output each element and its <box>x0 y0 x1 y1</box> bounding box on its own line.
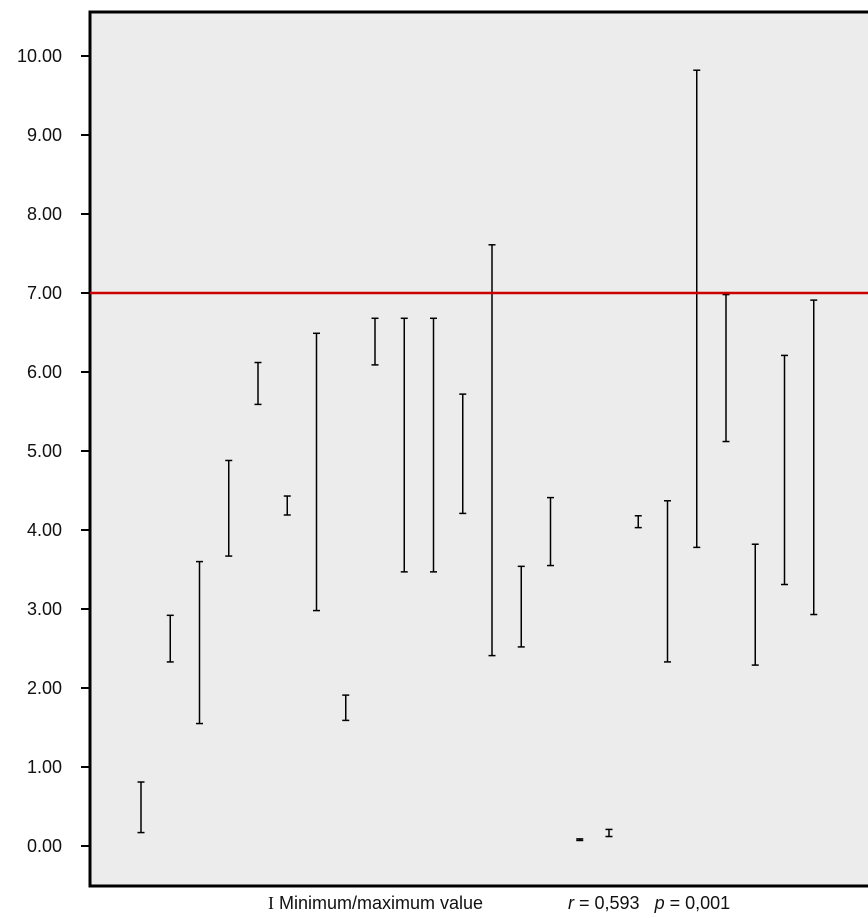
y-tick-label: 4.00 <box>27 520 62 540</box>
y-tick-label: 9.00 <box>27 125 62 145</box>
range-bar <box>693 69 701 549</box>
y-tick-label: 5.00 <box>27 441 62 461</box>
range-bar <box>283 495 291 516</box>
range-bar <box>781 354 788 586</box>
range-bar <box>166 614 174 663</box>
p-value: = 0,001 <box>669 893 731 913</box>
range-chart: 0.00 1.00 2.00 3.00 4.00 5.00 6.00 7.00 8.00 9.00… <box>17 10 868 888</box>
range-bar <box>810 299 818 616</box>
legend-text: Minimum/maximum value <box>279 893 484 913</box>
y-tick-label: 6.00 <box>27 362 62 382</box>
range-bar <box>254 361 262 406</box>
r-value: = 0,593 <box>579 893 640 913</box>
range-bar <box>342 694 350 722</box>
y-axis: 0.00 1.00 2.00 3.00 4.00 5.00 6.00 7.00 8.00 9.00… <box>17 46 90 856</box>
range-bar <box>576 838 584 842</box>
y-tick-label: 8.00 <box>27 204 62 224</box>
range-bar <box>664 500 671 663</box>
range-bar <box>488 244 496 657</box>
range-bar <box>137 781 145 834</box>
range-bar <box>371 317 379 366</box>
range-bar <box>751 543 759 666</box>
range-bar <box>430 317 437 573</box>
legend: I Minimum/maximum value <box>268 893 483 914</box>
range-bar <box>547 496 554 567</box>
y-tick-label: 0.00 <box>27 836 62 856</box>
correlation-stats: r = 0,593 p = 0,001 <box>568 893 730 914</box>
y-tick-label: 7.00 <box>27 283 62 303</box>
chart-caption: I Minimum/maximum value r = 0,593 p = 0,… <box>0 893 868 915</box>
range-bar <box>722 293 730 443</box>
y-tick-label: 2.00 <box>27 678 62 698</box>
range-bar <box>605 828 613 838</box>
y-tick-label: 3.00 <box>27 599 62 619</box>
y-tick-label: 10.00 <box>17 46 62 66</box>
r-label: r <box>568 893 574 913</box>
legend-symbol: I <box>268 893 274 913</box>
plot-area <box>88 10 868 888</box>
range-bar <box>634 515 642 529</box>
range-bar <box>459 393 467 515</box>
range-bar <box>400 317 408 573</box>
p-label: p <box>654 893 665 913</box>
range-bar <box>225 459 233 557</box>
range-bar <box>196 560 203 725</box>
y-tick-label: 1.00 <box>27 757 62 777</box>
range-bar <box>517 565 525 648</box>
range-bar <box>313 332 320 612</box>
range-bars <box>137 69 818 842</box>
